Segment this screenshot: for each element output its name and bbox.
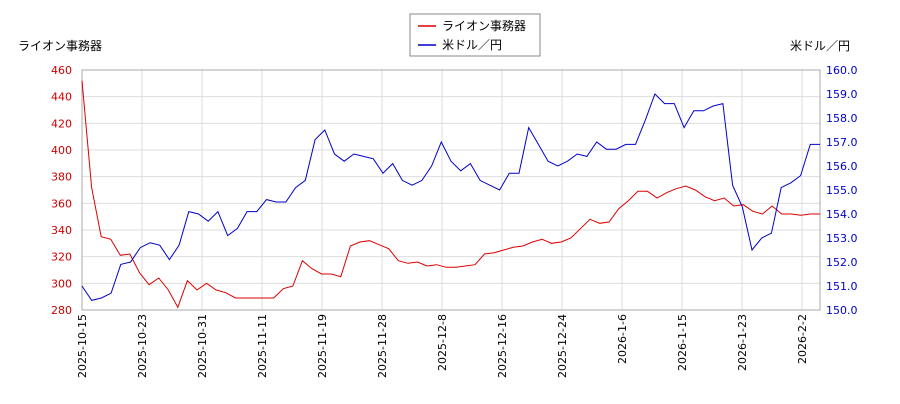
right-tick-label: 151.0 xyxy=(826,280,858,293)
left-tick-label: 360 xyxy=(51,197,72,210)
left-tick-label: 280 xyxy=(51,304,72,317)
axes: 280 300 320 340 360 380 400 420 440 460 150.0 151.0… xyxy=(51,64,858,378)
x-tick-label: 2026-2-2 xyxy=(796,314,809,364)
series-line-usdjpy xyxy=(81,93,820,301)
left-tick-label: 420 xyxy=(51,117,72,130)
x-tick-label: 2025-10-15 xyxy=(76,314,89,378)
legend-label-lion: ライオン事務器 xyxy=(442,19,526,33)
left-tick-label: 440 xyxy=(51,91,72,104)
x-tick-label: 2025-10-31 xyxy=(196,314,209,378)
left-tick-label: 320 xyxy=(51,251,72,264)
left-tick-label: 380 xyxy=(51,171,72,184)
right-tick-label: 154.0 xyxy=(826,208,858,221)
legend: ライオン事務器 米ドル／円 xyxy=(409,13,541,57)
right-tick-label: 158.0 xyxy=(826,112,858,125)
right-tick-label: 160.0 xyxy=(826,64,858,77)
legend-label-usdjpy: 米ドル／円 xyxy=(442,38,502,52)
x-tick-label: 2025-10-23 xyxy=(136,314,149,378)
left-axis-title: ライオン事務器 xyxy=(18,39,102,53)
right-tick-label: 159.0 xyxy=(826,88,858,101)
right-tick-label: 156.0 xyxy=(826,160,858,173)
legend-box xyxy=(409,13,541,57)
x-tick-label: 2025-11-28 xyxy=(376,314,389,378)
left-tick-label: 460 xyxy=(51,64,72,77)
x-tick-label: 2025-12-24 xyxy=(556,314,569,378)
right-tick-label: 150.0 xyxy=(826,304,858,317)
series-layer xyxy=(81,80,820,309)
grid-lines xyxy=(81,69,820,311)
x-tick-label: 2026-1-15 xyxy=(676,314,689,371)
x-tick-label: 2025-11-19 xyxy=(316,314,329,378)
plot-frame xyxy=(81,69,821,311)
left-tick-label: 340 xyxy=(51,224,72,237)
left-tick-label: 400 xyxy=(51,144,72,157)
right-tick-label: 157.0 xyxy=(826,136,858,149)
x-tick-label: 2025-12-16 xyxy=(496,314,509,378)
x-tick-label: 2025-12-8 xyxy=(436,314,449,371)
x-tick-label: 2025-11-11 xyxy=(256,314,269,378)
left-tick-label: 300 xyxy=(51,277,72,290)
right-tick-label: 152.0 xyxy=(826,256,858,269)
series-line-lion xyxy=(81,80,820,309)
x-tick-label: 2026-1-23 xyxy=(736,314,749,371)
right-tick-label: 155.0 xyxy=(826,184,858,197)
right-axis-title: 米ドル／円 xyxy=(790,39,850,53)
right-tick-label: 153.0 xyxy=(826,232,858,245)
x-tick-label: 2026-1-6 xyxy=(616,314,629,364)
